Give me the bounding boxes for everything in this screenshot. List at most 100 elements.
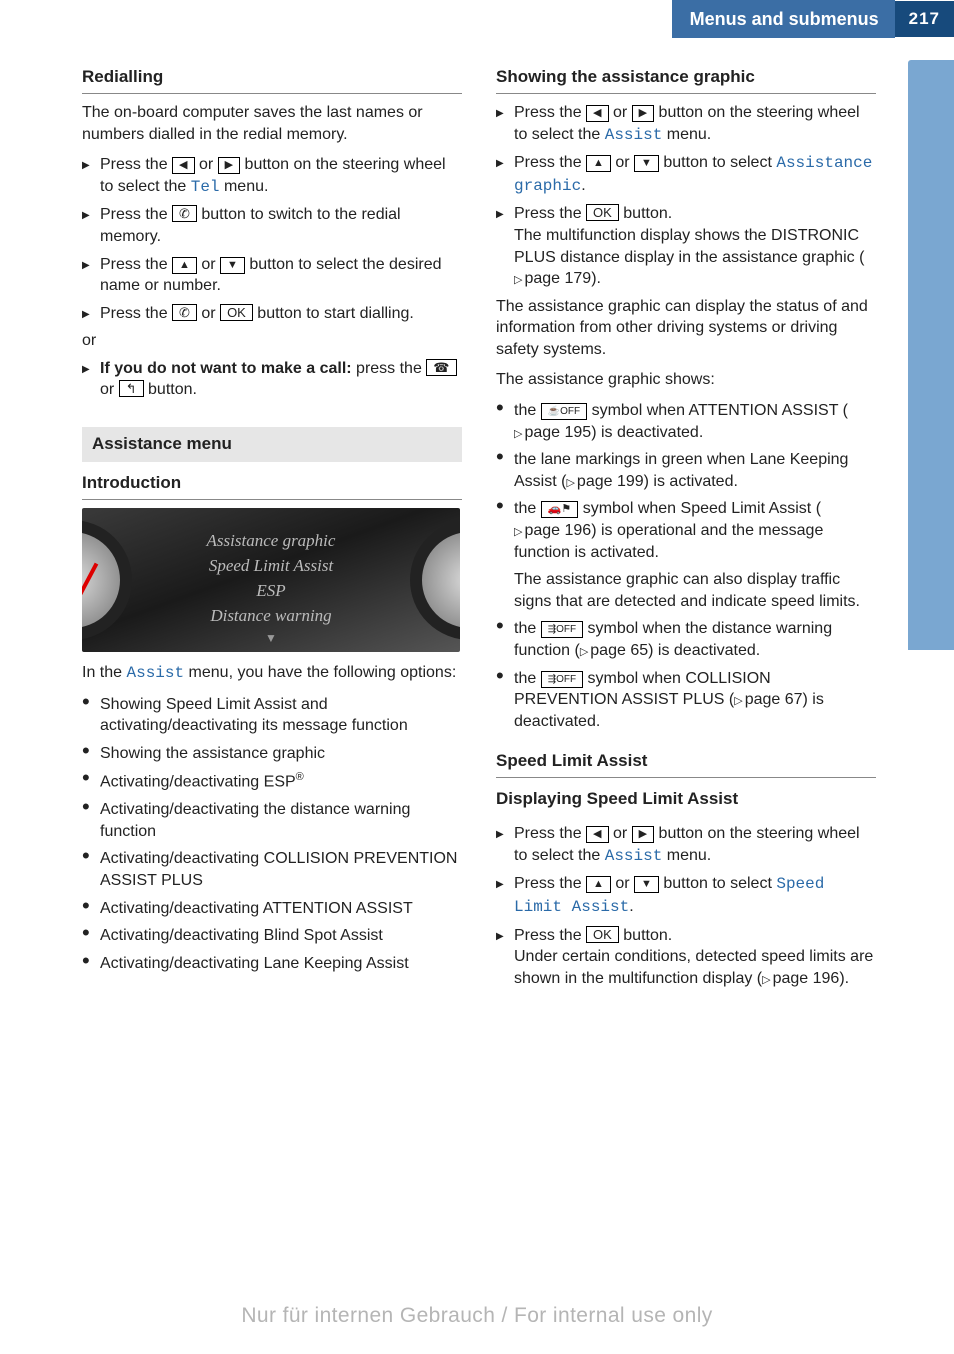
right-button-icon: ▶ xyxy=(218,157,240,174)
t: the ☕OFF symbol when ATTENTION ASSIST (p… xyxy=(514,400,876,443)
redial-step-2: Press the ✆ button to switch to the redi… xyxy=(82,204,462,247)
or-text: or xyxy=(82,330,462,352)
step-marker-icon xyxy=(496,203,514,289)
bullet-icon xyxy=(82,925,100,947)
step-marker-icon xyxy=(82,303,100,325)
img-line: Speed Limit Assist xyxy=(82,555,460,578)
redial-step-1: Press the ◀ or ▶ button on the steering … xyxy=(82,154,462,198)
show-step-1: Press the ◀ or ▶ button on the steering … xyxy=(496,102,876,146)
distance-off-icon: ⇶OFF xyxy=(541,671,583,688)
hangup-button-icon: ☎ xyxy=(426,359,456,376)
t: the xyxy=(514,670,541,687)
t: Press the xyxy=(100,156,172,173)
t: or xyxy=(195,156,218,173)
step-result: The multifunction display shows the DIST… xyxy=(514,225,876,290)
t: Press the xyxy=(514,205,586,222)
graphic-item-2: the lane markings in green when Lane Kee… xyxy=(496,449,876,492)
sla-step-1: Press the ◀ or ▶ button on the steering … xyxy=(496,823,876,867)
t: button. xyxy=(144,381,197,398)
t: symbol when Speed Limit Assist ( xyxy=(578,500,821,517)
distance-off-icon: ⇶OFF xyxy=(541,621,583,638)
bullet-icon xyxy=(82,799,100,842)
page-number: 217 xyxy=(895,1,954,38)
image-overlay-text: Assistance graphic Speed Limit Assist ES… xyxy=(82,528,460,648)
back-button-icon: ↰ xyxy=(119,380,144,397)
t: the ⇶OFF symbol when the distance warnin… xyxy=(514,618,876,661)
t: ) is deactivated. xyxy=(648,642,760,659)
attention-off-icon: ☕OFF xyxy=(541,403,587,420)
left-column: Redialling The on-board computer saves t… xyxy=(82,60,462,995)
page-ref: page 195 xyxy=(514,422,591,444)
step-result: Under certain conditions, detected speed… xyxy=(514,946,876,989)
t: If you do not want to make a call: xyxy=(100,360,352,377)
t: Press the xyxy=(514,927,586,944)
heading-displaying-sla: Displaying Speed Limit Assist xyxy=(496,788,876,815)
down-button-icon: ▼ xyxy=(634,155,659,172)
ok-button-icon: OK xyxy=(586,926,619,943)
bullet-icon xyxy=(496,498,514,612)
t: button. xyxy=(619,205,672,222)
side-tab-bg xyxy=(908,60,954,650)
page-ref: page 196 xyxy=(762,968,839,990)
t: The multifunction display shows the DIST… xyxy=(514,227,864,266)
img-line: Distance warning xyxy=(82,605,460,628)
side-tab-label: On-board computer and displays xyxy=(950,580,954,940)
t: button to select xyxy=(659,154,776,171)
step-text: Press the ▲ or ▼ button to select the de… xyxy=(100,254,462,297)
t: button to start dialling. xyxy=(253,305,414,322)
t: the 🚗⚑ symbol when Speed Limit Assist (p… xyxy=(514,498,876,612)
up-button-icon: ▲ xyxy=(586,876,611,893)
menu-assist: Assist xyxy=(605,847,663,865)
right-button-icon: ▶ xyxy=(632,826,654,843)
heading-speed-limit-assist: Speed Limit Assist xyxy=(496,750,876,778)
page-ref: page 67 xyxy=(734,689,802,711)
left-button-icon: ◀ xyxy=(586,826,608,843)
sla-step-3: Press the OK button. Under certain condi… xyxy=(496,925,876,990)
bullet-icon xyxy=(82,898,100,920)
t: Press the xyxy=(100,256,172,273)
graphic-item-3: the 🚗⚑ symbol when Speed Limit Assist (p… xyxy=(496,498,876,612)
t: or xyxy=(197,305,220,322)
img-line: ESP xyxy=(82,580,460,603)
option-2: Showing the assistance graphic xyxy=(82,743,462,765)
t: or xyxy=(609,104,632,121)
t: . xyxy=(629,898,633,915)
t: Press the xyxy=(100,206,172,223)
step-marker-icon xyxy=(82,204,100,247)
page-ref: page 179 xyxy=(514,268,591,290)
intro-paragraph: In the Assist menu, you have the followi… xyxy=(82,662,462,685)
up-button-icon: ▲ xyxy=(172,257,197,274)
t: press the xyxy=(352,360,427,377)
step-text: Press the OK button. Under certain condi… xyxy=(514,925,876,990)
t: Activating/deactivating Blind Spot Assis… xyxy=(100,925,462,947)
t: Press the xyxy=(514,154,586,171)
t: . xyxy=(581,177,585,194)
t: Activating/deactivating ESP xyxy=(100,774,296,791)
bullet-icon xyxy=(496,618,514,661)
page-ref: page 199 xyxy=(566,471,643,493)
option-1: Showing Speed Limit Assist and activatin… xyxy=(82,694,462,737)
redial-step-4: Press the ✆ or OK button to start dialli… xyxy=(82,303,462,325)
step-marker-icon xyxy=(496,873,514,918)
redial-step-3: Press the ▲ or ▼ button to select the de… xyxy=(82,254,462,297)
bullet-icon xyxy=(82,953,100,975)
bullet-icon xyxy=(496,668,514,733)
page-ref: page 196 xyxy=(514,520,591,542)
t: the xyxy=(514,620,541,637)
graphic-item-5: the ⇶OFF symbol when COLLISION PREVENTIO… xyxy=(496,668,876,733)
chevron-down-icon: ▼ xyxy=(82,630,460,646)
menu-assist: Assist xyxy=(605,126,663,144)
graphic-item-1: the ☕OFF symbol when ATTENTION ASSIST (p… xyxy=(496,400,876,443)
ok-button-icon: OK xyxy=(586,204,619,221)
menu-tel: Tel xyxy=(191,178,220,196)
page-ref: page 65 xyxy=(580,640,648,662)
bullet-icon xyxy=(82,848,100,891)
step-marker-icon xyxy=(496,925,514,990)
step-marker-icon xyxy=(496,102,514,146)
step-marker-icon xyxy=(82,154,100,198)
t: menu. xyxy=(220,178,269,195)
step-text: Press the ◀ or ▶ button on the steering … xyxy=(514,823,876,867)
t: Activating/deactivating ATTENTION ASSIST xyxy=(100,898,462,920)
t: Press the xyxy=(514,825,586,842)
t: or xyxy=(611,875,634,892)
